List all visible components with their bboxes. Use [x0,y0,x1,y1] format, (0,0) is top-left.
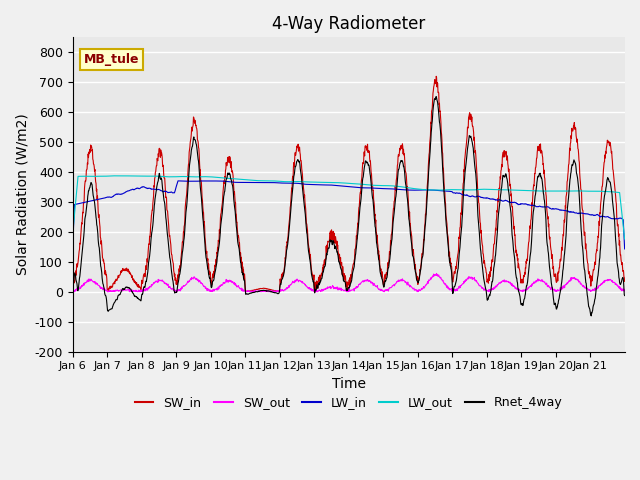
X-axis label: Time: Time [332,377,366,391]
Title: 4-Way Radiometer: 4-Way Radiometer [272,15,426,33]
Text: MB_tule: MB_tule [84,53,139,66]
Legend: SW_in, SW_out, LW_in, LW_out, Rnet_4way: SW_in, SW_out, LW_in, LW_out, Rnet_4way [130,391,568,414]
Y-axis label: Solar Radiation (W/m2): Solar Radiation (W/m2) [15,114,29,276]
